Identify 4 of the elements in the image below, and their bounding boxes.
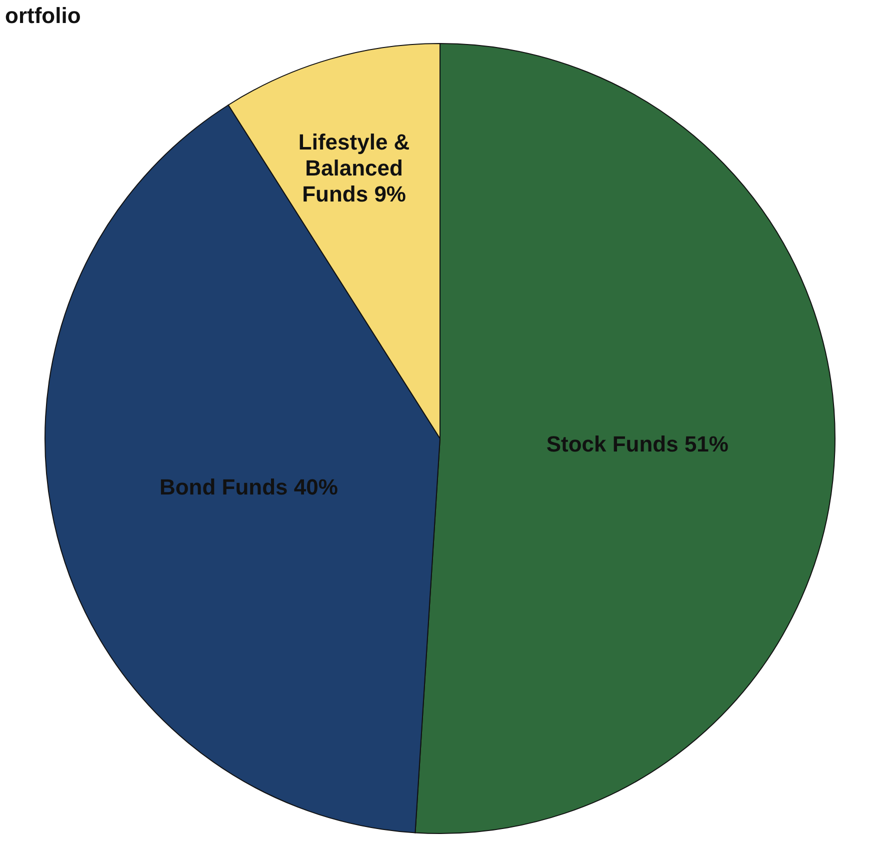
slice-label: Bond Funds 40% (159, 474, 338, 500)
slice-label: Lifestyle & Balanced Funds 9% (298, 130, 410, 207)
slice-label: Stock Funds 51% (546, 432, 728, 457)
chart-title: ortfolio (5, 3, 81, 28)
